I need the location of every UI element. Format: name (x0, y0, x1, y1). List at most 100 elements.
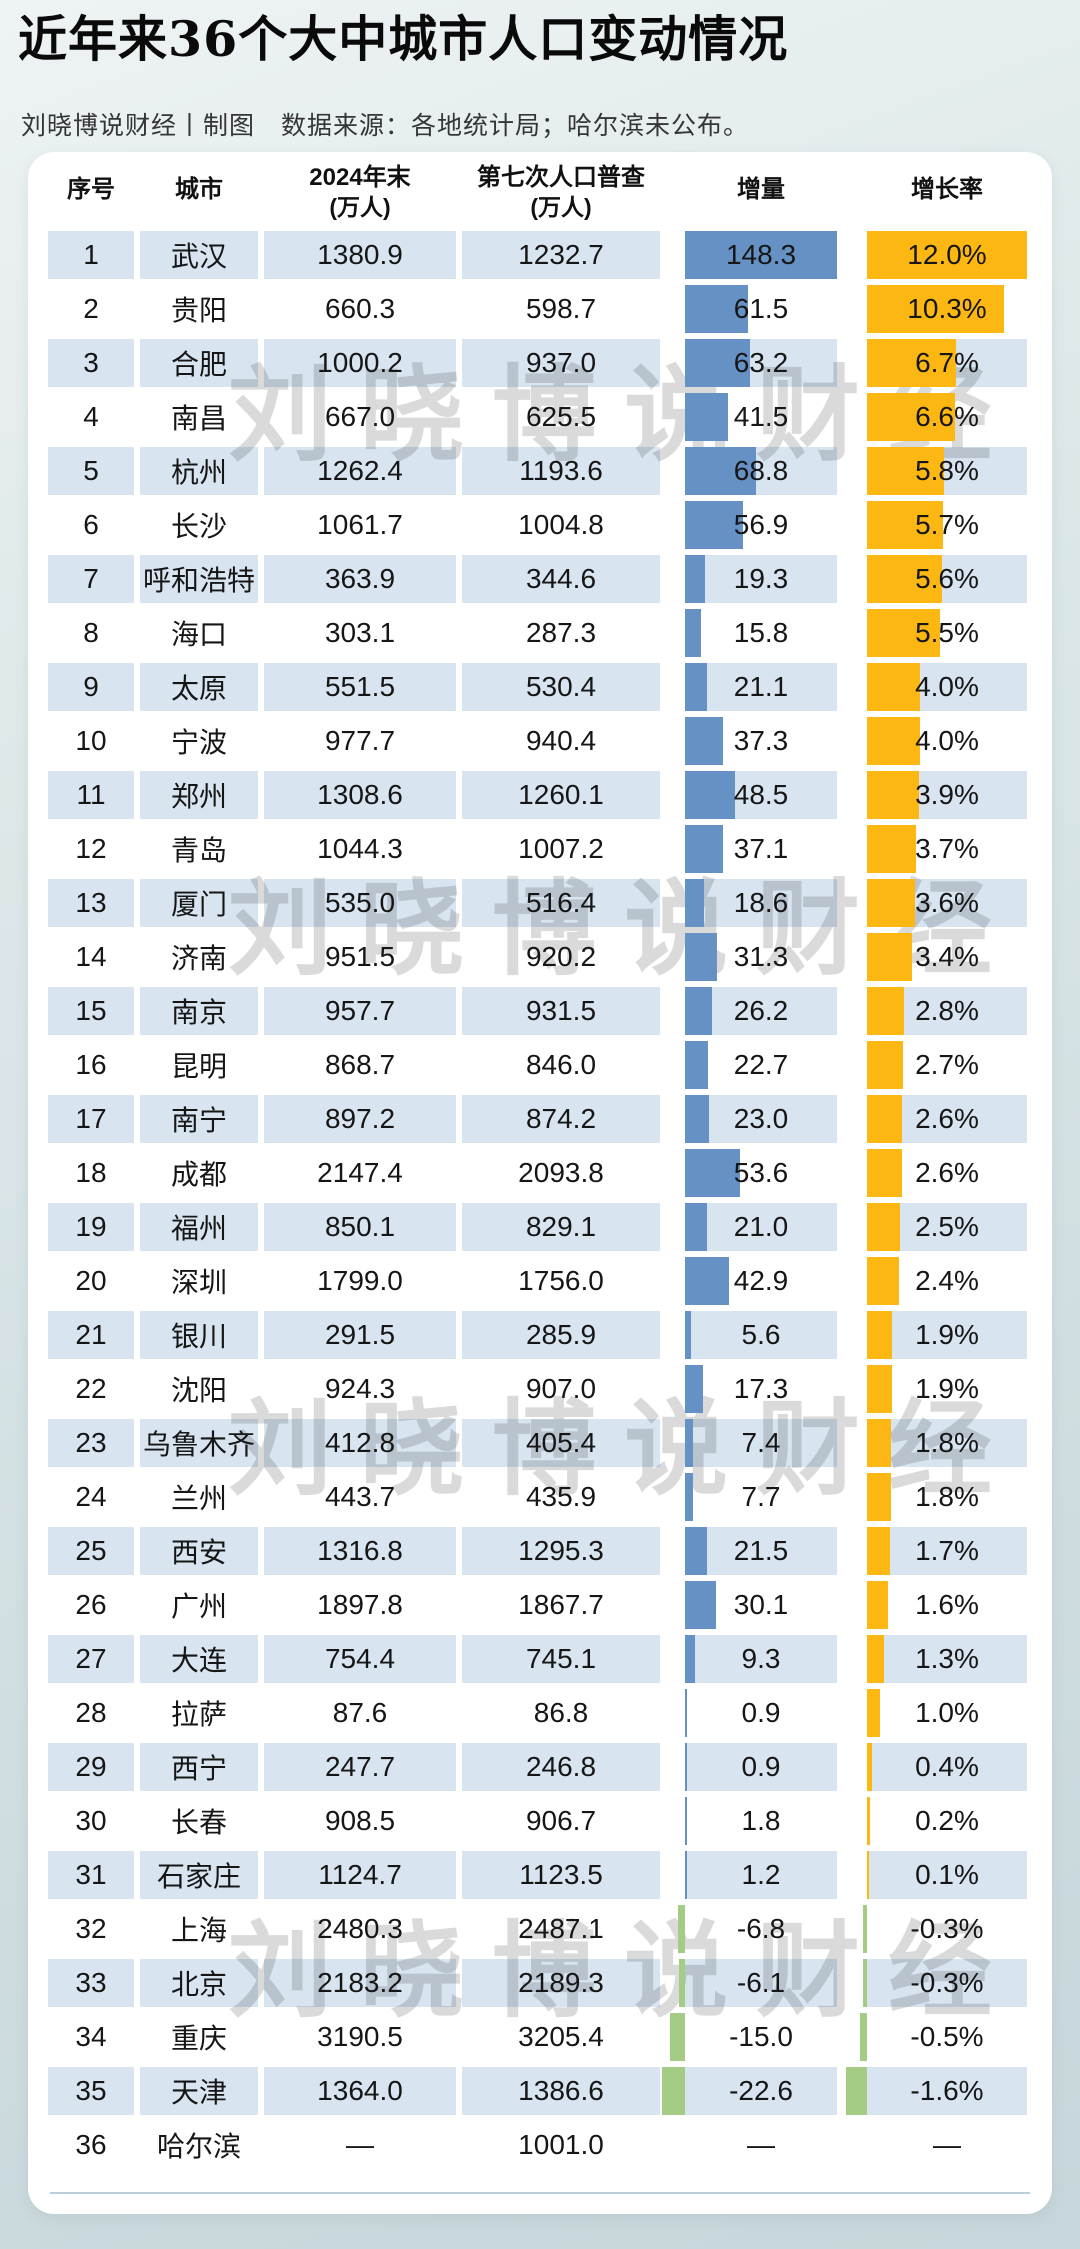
positive-bar (685, 1311, 691, 1359)
census-cell: 1386.6 (462, 2067, 660, 2115)
rank-cell: 29 (48, 1743, 134, 1791)
rank-value: 24 (75, 1481, 107, 1512)
census-cell: 906.7 (462, 1797, 660, 1845)
rank-value: 18 (75, 1157, 107, 1188)
increment-value: -6.8 (736, 1913, 786, 1944)
table-row: 25 西安 1316.8 1295.3 21.5 1.7% (28, 1524, 1052, 1578)
positive-bar (685, 1419, 693, 1467)
city-cell: 福州 (140, 1203, 258, 1251)
rank-cell: 25 (48, 1527, 134, 1575)
increment-value: 21.0 (733, 1211, 789, 1242)
census-cell: 907.0 (462, 1365, 660, 1413)
increment-value: 21.5 (733, 1535, 789, 1566)
rank-value: 19 (75, 1211, 107, 1242)
negative-bar (678, 1905, 685, 1953)
table-row: 20 深圳 1799.0 1756.0 42.9 2.4% (28, 1254, 1052, 1308)
rank-value: 14 (75, 941, 107, 972)
increment-value: 53.6 (733, 1157, 789, 1188)
table-row: 5 杭州 1262.4 1193.6 68.8 5.8% (28, 444, 1052, 498)
city-cell: 天津 (140, 2067, 258, 2115)
rank-value: 13 (75, 887, 107, 918)
city-cell: 广州 (140, 1581, 258, 1629)
increment-cell: 21.1 (685, 663, 837, 711)
growth-rate-value: 5.8% (915, 455, 979, 486)
positive-bar (867, 1311, 893, 1359)
pop2024-cell: 3190.5 (264, 2013, 456, 2061)
growth-rate-cell: 6.7% (867, 339, 1027, 387)
positive-bar (867, 825, 917, 873)
city-cell: 青岛 (140, 825, 258, 873)
census-value: 516.4 (525, 887, 597, 918)
increment-value: 148.3 (725, 239, 797, 270)
city-cell: 乌鲁木齐 (140, 1419, 258, 1467)
positive-bar (685, 1365, 703, 1413)
rank-value: 4 (83, 401, 99, 432)
positive-bar (685, 231, 837, 279)
increment-cell: 56.9 (685, 501, 837, 549)
column-header-census-line2: (万人) (530, 194, 592, 220)
growth-rate-value: 12.0% (907, 239, 987, 270)
city-name: 拉萨 (170, 1699, 227, 1730)
positive-bar (867, 447, 945, 495)
city-name: 成都 (170, 1159, 227, 1190)
growth-rate-cell: 1.7% (867, 1527, 1027, 1575)
growth-rate-value: 2.5% (915, 1211, 979, 1242)
growth-rate-cell: 1.8% (867, 1473, 1027, 1521)
table-row: 36 哈尔滨 — 1001.0 — — (28, 2118, 1052, 2172)
pop2024-value: — (346, 2129, 374, 2160)
city-name: 银川 (170, 1321, 227, 1352)
positive-bar (685, 825, 723, 873)
rank-cell: 30 (48, 1797, 134, 1845)
increment-cell: 1.2 (685, 1851, 837, 1899)
city-cell: 海口 (140, 609, 258, 657)
city-name: 南宁 (170, 1105, 227, 1136)
positive-bar (867, 1527, 890, 1575)
increment-value: 61.5 (733, 293, 789, 324)
census-cell: 1756.0 (462, 1257, 660, 1305)
rank-value: 2 (83, 293, 99, 324)
census-cell: 846.0 (462, 1041, 660, 1089)
increment-value: -22.6 (729, 2075, 793, 2106)
rank-cell: 19 (48, 1203, 134, 1251)
rank-cell: 16 (48, 1041, 134, 1089)
rank-cell: 26 (48, 1581, 134, 1629)
city-cell: 拉萨 (140, 1689, 258, 1737)
pop2024-value: 443.7 (324, 1481, 396, 1512)
positive-bar (685, 1527, 707, 1575)
city-name: 昆明 (170, 1051, 227, 1082)
table-row: 33 北京 2183.2 2189.3 -6.1 -0.3% (28, 1956, 1052, 2010)
rank-value: 30 (75, 1805, 107, 1836)
pop2024-value: 1061.7 (317, 509, 403, 540)
pop2024-value: 924.3 (324, 1373, 396, 1404)
census-value: 3205.4 (518, 2021, 604, 2052)
positive-bar (867, 771, 919, 819)
city-cell: 宁波 (140, 717, 258, 765)
growth-rate-value: 1.8% (915, 1427, 979, 1458)
rank-cell: 15 (48, 987, 134, 1035)
rank-cell: 23 (48, 1419, 134, 1467)
table-row: 17 南宁 897.2 874.2 23.0 2.6% (28, 1092, 1052, 1146)
positive-bar (867, 879, 915, 927)
growth-rate-cell: — (867, 2121, 1027, 2169)
census-value: 940.4 (525, 725, 597, 756)
rank-value: 11 (76, 779, 106, 810)
pop2024-cell: 87.6 (264, 1689, 456, 1737)
growth-rate-cell: 1.3% (867, 1635, 1027, 1683)
positive-bar (685, 285, 748, 333)
pop2024-value: 667.0 (324, 401, 396, 432)
census-value: 1123.5 (519, 1859, 603, 1890)
page-title: 近年来36个大中城市人口变动情况 (18, 10, 789, 68)
increment-cell: 26.2 (685, 987, 837, 1035)
page-subtitle: 刘晓博说财经丨制图 数据来源：各地统计局；哈尔滨未公布。 (21, 112, 750, 140)
census-value: 920.2 (525, 941, 597, 972)
positive-bar (685, 393, 728, 441)
census-value: 246.8 (525, 1751, 597, 1782)
city-name: 沈阳 (170, 1375, 227, 1406)
rank-value: 21 (75, 1319, 107, 1350)
increment-cell: 1.8 (685, 1797, 837, 1845)
pop2024-value: 868.7 (324, 1049, 396, 1080)
positive-bar (685, 1743, 687, 1791)
increment-value: 42.9 (733, 1265, 789, 1296)
pop2024-value: 412.8 (324, 1427, 396, 1458)
census-value: 344.6 (525, 563, 597, 594)
